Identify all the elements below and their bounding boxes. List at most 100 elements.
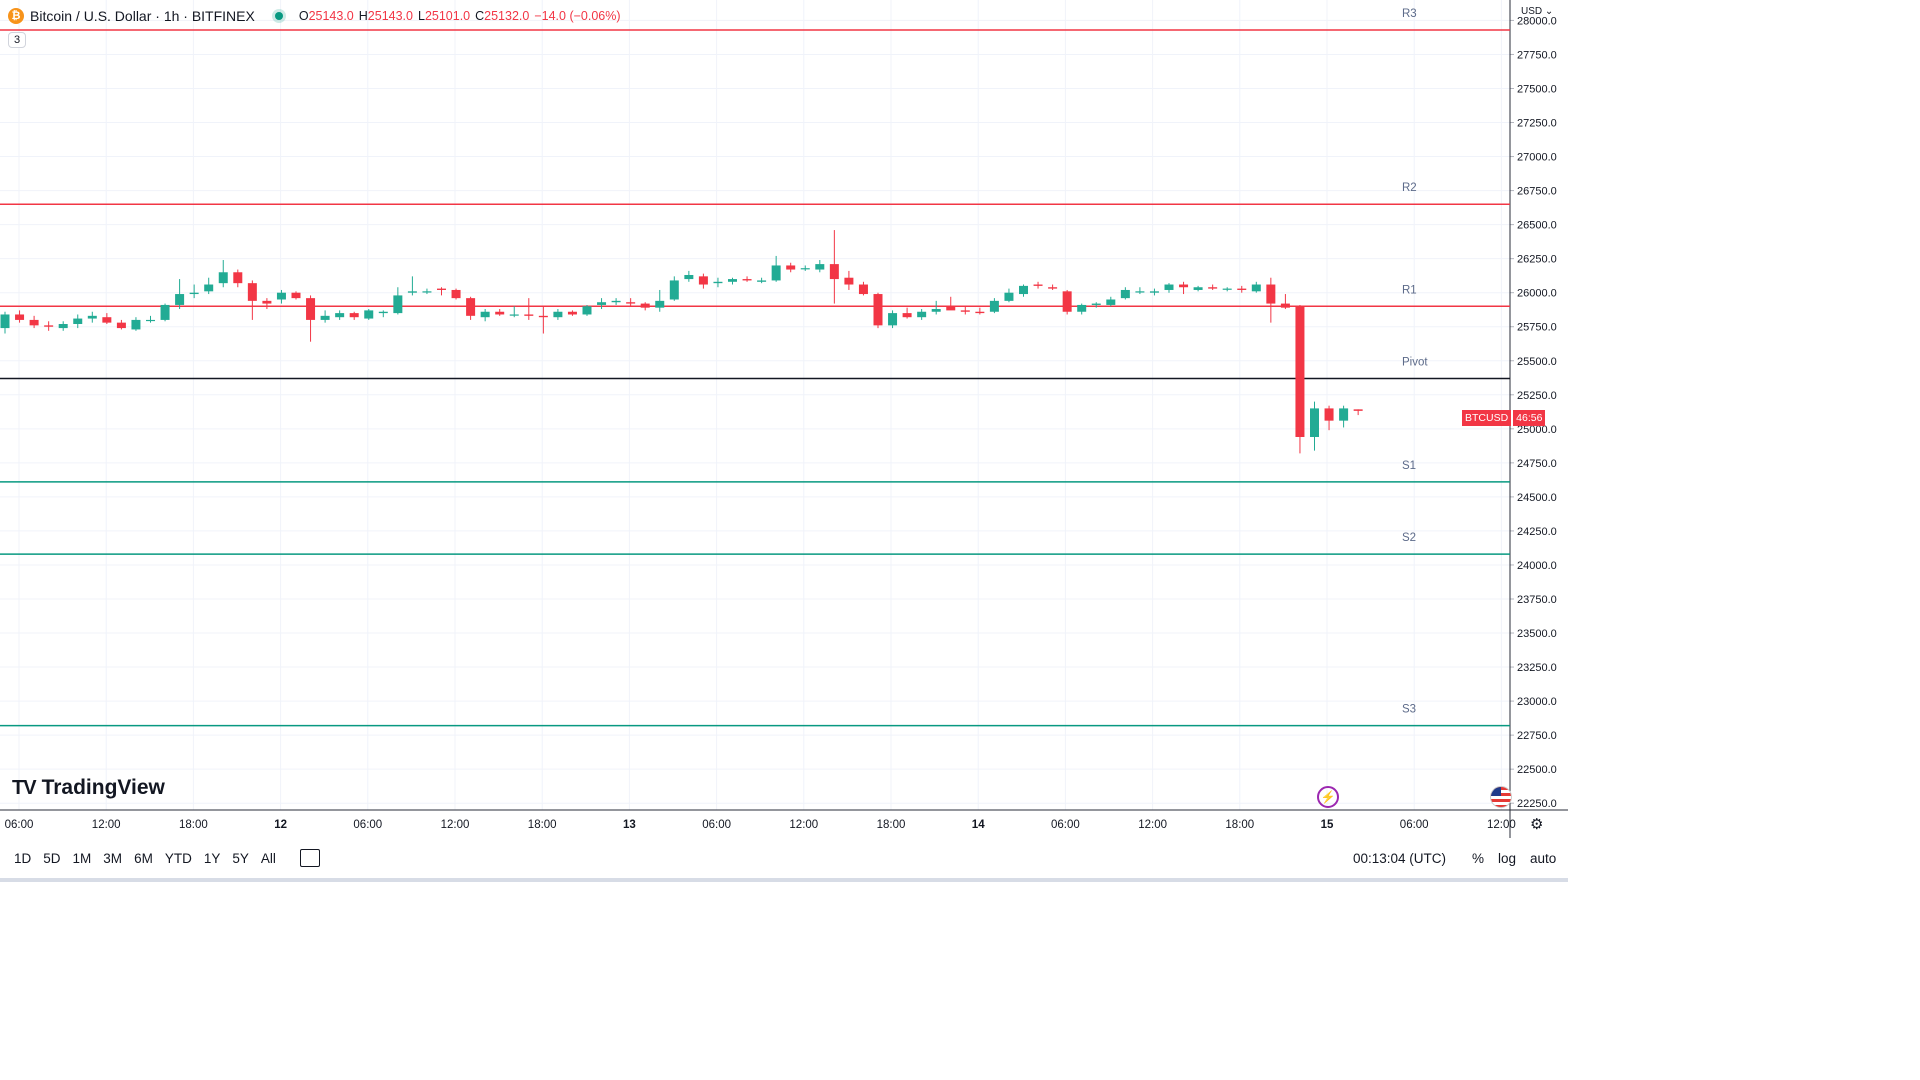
x-tick-label: 06:00 [1051,819,1080,831]
tradingview-name: TradingView [41,776,165,799]
candle-body [931,309,941,312]
candle-body [1266,284,1276,304]
candle-body [0,314,10,329]
candle-body [44,325,54,327]
level-label-r3: R3 [1402,8,1417,20]
candle-body [1193,287,1203,290]
y-tick-label: 22250.0 [1517,798,1557,810]
candle-body [1149,291,1159,293]
candle-body [131,319,141,330]
candle-body [1208,287,1218,289]
level-label-r1: R1 [1402,284,1417,296]
candle-body [873,294,883,326]
candle-body [582,306,592,315]
candle-body [960,310,970,312]
settings-gear-icon[interactable]: ⚙ [1530,816,1544,833]
range-1d[interactable]: 1D [14,850,32,866]
candle-body [349,313,359,318]
candle-body [888,313,898,326]
candle-body [306,298,316,320]
symbol-title[interactable]: Bitcoin / U.S. Dollar · 1h · BITFINEX [30,8,255,24]
y-tick-label: 27000.0 [1517,152,1557,164]
y-tick-label: 25250.0 [1517,390,1557,402]
bitcoin-icon: ₿ [8,8,24,24]
percent-scale-toggle[interactable]: % [1472,850,1485,866]
y-tick-label: 23000.0 [1517,696,1557,708]
calendar-icon[interactable] [299,849,320,867]
x-tick-label: 06:00 [5,819,34,831]
candle-body [15,314,25,320]
us-flag-icon[interactable] [1490,786,1512,808]
price-chart[interactable]: 06:00 12:00 18:00 12 06:00 12:00 18:00 13 06:00 1… [0,0,1568,882]
candle-body [1339,408,1349,421]
low-label: L [417,9,425,23]
range-3m[interactable]: 3M [103,850,123,866]
x-tick-label: 12:00 [441,819,470,831]
candle-body [611,300,621,303]
log-scale-toggle[interactable]: log [1498,850,1517,866]
lightning-icon[interactable]: ⚡ [1317,786,1339,808]
candle-body [567,311,577,315]
candle-body [262,300,272,304]
candle-body [320,315,330,320]
candle-body [1324,408,1334,421]
range-all[interactable]: All [260,850,276,866]
open-value: 25143.0 [308,9,354,23]
candle-body [509,314,519,316]
bottom-toolbar: 1D 5D 1M 3M 6M YTD 1Y 5Y All 00:13:04 (U… [0,838,1568,878]
candle-body [771,265,781,281]
x-tick-label: 12:00 [92,819,121,831]
x-tick-label: 12 [274,819,287,831]
candle-body [1091,303,1101,305]
candle-body [116,322,126,329]
level-label-s2: S2 [1402,532,1416,544]
candle-body [728,279,737,282]
currency-selector[interactable]: USD ⌄ [1521,6,1554,17]
candle-body [1106,299,1116,305]
candle-body [815,264,825,270]
ohlc-values: O25143.0 H25143.0 L25101.0 C25132.0 −14.… [299,9,621,23]
x-tick-label: 18:00 [179,819,208,831]
candle-body [524,314,534,316]
candle-body [902,313,912,318]
range-5y[interactable]: 5Y [232,850,249,866]
tag-symbol: BTCUSD [1462,410,1512,426]
candle-body [1004,292,1014,301]
range-ytd[interactable]: YTD [164,850,192,866]
y-tick-label: 25750.0 [1517,322,1557,334]
candle-body [1310,408,1319,437]
candle-body [1295,306,1305,437]
candle-body [102,317,112,323]
candle-body [407,291,417,293]
tradingview-branding[interactable]: TV TradingView [12,776,165,800]
range-1m[interactable]: 1M [72,850,92,866]
candle-body [451,289,461,299]
tag-countdown: 46:56 [1513,410,1546,426]
market-status-icon [274,12,283,20]
range-5d[interactable]: 5D [43,850,61,866]
candle-body [1077,304,1087,312]
low-value: 25101.0 [424,9,471,23]
candle-body [713,281,723,284]
candle-body [597,302,607,305]
candle-body [291,292,301,299]
y-tick-label: 24750.0 [1517,458,1557,470]
auto-scale-toggle[interactable]: auto [1530,850,1557,866]
y-tick-label: 23250.0 [1517,662,1557,674]
candle-body [1120,289,1130,299]
x-tick-label: 06:00 [353,819,382,831]
candle-body [1135,291,1145,293]
candle-body [1179,284,1189,288]
range-1y[interactable]: 1Y [203,850,221,866]
chart-legend: ₿ Bitcoin / U.S. Dollar · 1h · BITFINEX … [8,8,621,24]
utc-clock[interactable]: 00:13:04 (UTC) [1353,850,1447,866]
indicators-toggle-button[interactable]: 3 [8,32,27,48]
range-6m[interactable]: 6M [134,850,153,866]
candle-body [218,272,228,284]
x-tick-label: 18:00 [877,819,906,831]
open-label: O [298,9,309,23]
close-label: C [475,9,485,23]
level-label-pivot: Pivot [1402,356,1428,368]
x-tick-label: 18:00 [1225,819,1254,831]
candle-body [1033,284,1043,286]
